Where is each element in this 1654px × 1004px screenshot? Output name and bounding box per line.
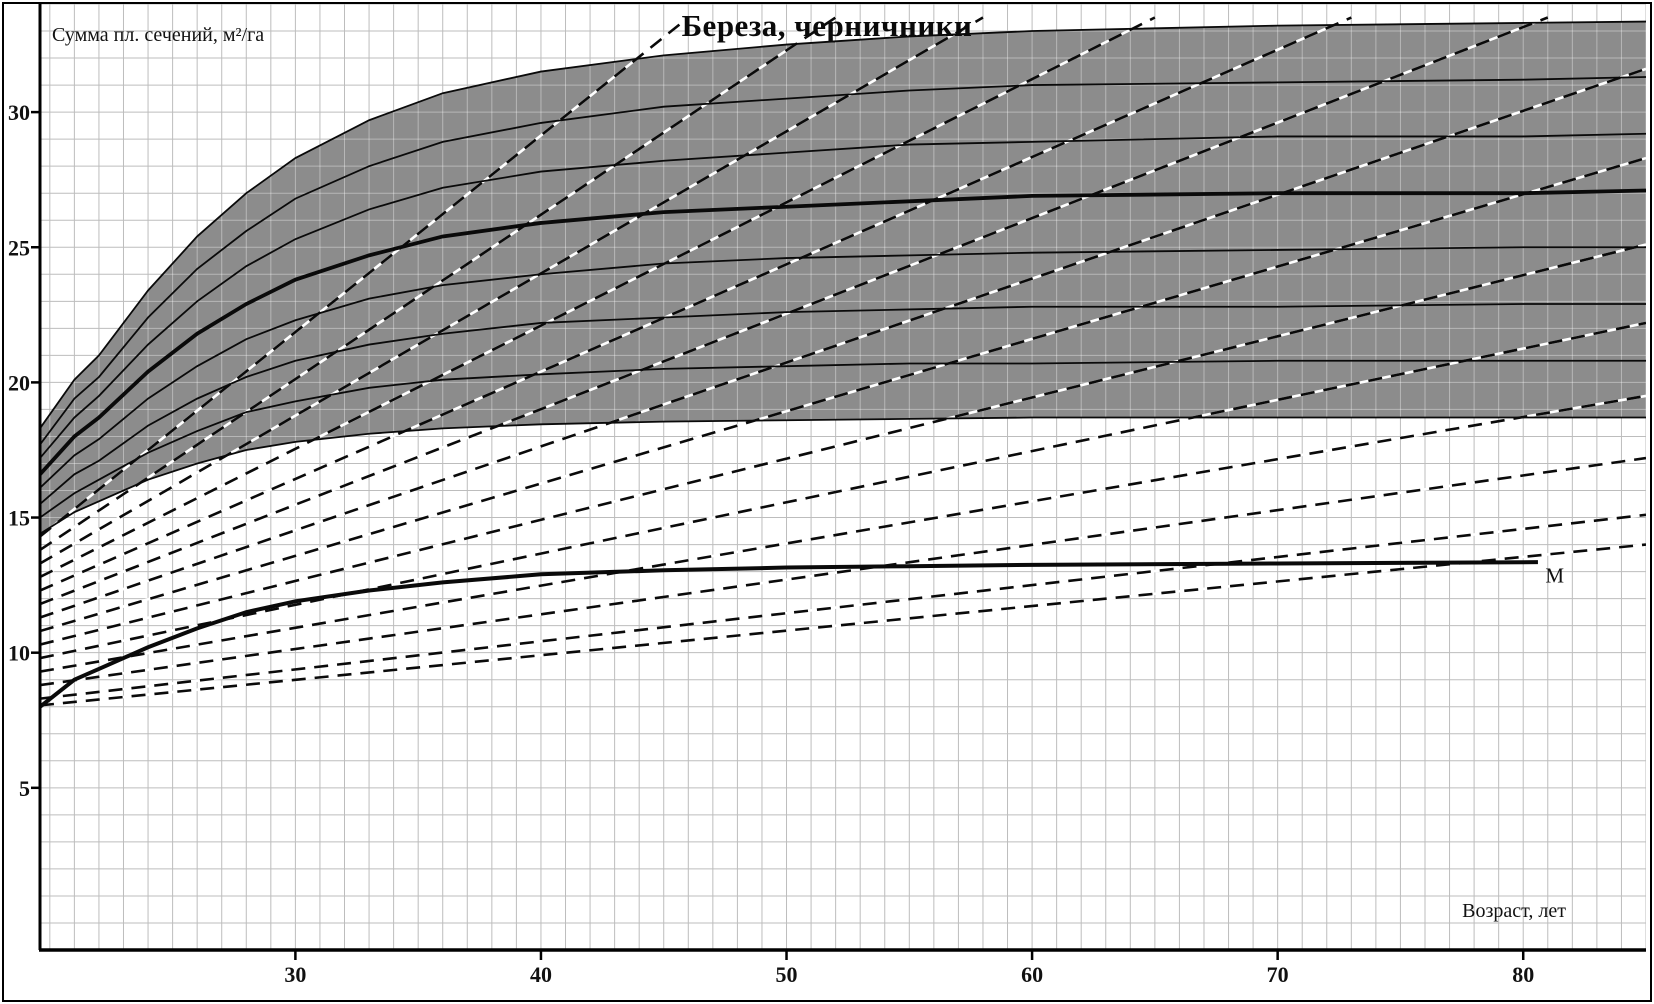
dashed-line [40, 67, 1646, 619]
x-axis-title: Возраст, лет [1462, 900, 1566, 922]
x-tick-label: 60 [1021, 962, 1043, 987]
dashed-line [40, 16, 1352, 592]
dashed-line-underlay [40, 16, 837, 552]
dashed-line [40, 16, 1549, 606]
growth-curves-layer [40, 20, 1646, 535]
chart-title: Береза, черничники [681, 8, 973, 43]
x-tick-label: 30 [284, 962, 306, 987]
dashed-line [40, 543, 1646, 707]
x-tick-label: 80 [1512, 962, 1534, 987]
growth-curve-4-bold [40, 188, 1646, 476]
dashed-line [40, 16, 984, 565]
dashed-line [40, 16, 1156, 579]
x-tick-label: 70 [1267, 962, 1289, 987]
m-curve [40, 560, 1538, 709]
x-tick-label: 40 [530, 962, 552, 987]
y-tick-label: 20 [8, 370, 30, 395]
dashed-line [40, 16, 690, 538]
y-tick-label: 5 [19, 776, 30, 801]
dashed-line [40, 321, 1646, 660]
y-tick-label: 10 [8, 641, 30, 666]
y-tick-label: 30 [8, 100, 30, 125]
band-upper-curve [40, 20, 1646, 429]
y-tick-label: 25 [8, 235, 30, 260]
dashed-line [40, 456, 1646, 687]
dashed-line [40, 394, 1646, 673]
band-lower-curve [40, 416, 1646, 535]
m-curve-label: М [1545, 563, 1564, 587]
y-axis-title: Сумма пл. сечений, м²/га [52, 24, 265, 46]
growth-curve-5 [40, 132, 1646, 459]
x-tick-label: 50 [776, 962, 798, 987]
growth-curve-2 [40, 303, 1646, 505]
y-tick-label: 15 [8, 506, 30, 531]
growth-curve-6 [40, 76, 1646, 446]
growth-curve-1 [40, 359, 1646, 519]
growth-curve-3 [40, 246, 1646, 489]
dashed-line-underlay [40, 243, 1646, 646]
dashed-lines-layer [40, 16, 1646, 707]
dashed-line [40, 513, 1646, 700]
dashed-line [40, 156, 1646, 633]
